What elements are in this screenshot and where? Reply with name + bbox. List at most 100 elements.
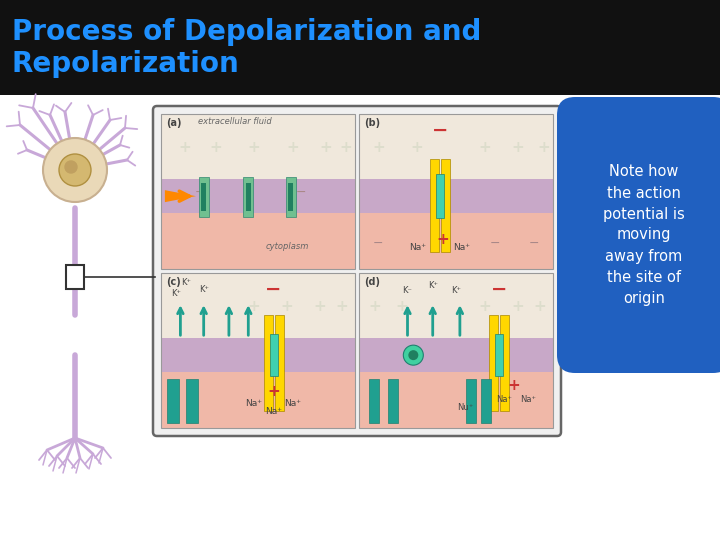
- Text: Na⁺: Na⁺: [284, 399, 302, 408]
- Bar: [500, 315, 508, 411]
- Text: +: +: [479, 299, 492, 314]
- Bar: [359, 273, 553, 428]
- Text: Process of Depolarization and: Process of Depolarization and: [12, 18, 482, 46]
- Text: +: +: [368, 299, 381, 314]
- Bar: [359, 273, 553, 338]
- Polygon shape: [165, 190, 196, 202]
- Text: K⁺: K⁺: [199, 285, 209, 294]
- Text: Na⁺: Na⁺: [409, 242, 426, 252]
- Bar: [359, 372, 553, 428]
- Text: (a): (a): [166, 118, 181, 128]
- Text: −: −: [266, 280, 282, 299]
- Bar: [359, 114, 553, 269]
- Text: +: +: [209, 140, 222, 156]
- Bar: [359, 114, 553, 179]
- Text: +: +: [479, 140, 492, 156]
- Text: +: +: [248, 140, 261, 156]
- Bar: [359, 213, 553, 269]
- Bar: [66, 265, 84, 289]
- Bar: [441, 159, 451, 252]
- Bar: [274, 315, 284, 411]
- Circle shape: [408, 350, 418, 360]
- Text: +: +: [537, 140, 549, 156]
- Bar: [201, 183, 206, 211]
- Circle shape: [403, 345, 423, 365]
- Text: +: +: [287, 140, 300, 156]
- Bar: [161, 273, 355, 428]
- Circle shape: [59, 154, 91, 186]
- Bar: [495, 334, 503, 376]
- Text: Na⁺: Na⁺: [520, 395, 536, 404]
- FancyBboxPatch shape: [557, 97, 720, 373]
- Text: cytoplasm: cytoplasm: [266, 242, 309, 251]
- Bar: [161, 114, 355, 269]
- Text: +: +: [436, 232, 449, 246]
- Text: +: +: [320, 140, 332, 156]
- Bar: [431, 159, 439, 252]
- Bar: [489, 315, 498, 411]
- Circle shape: [43, 138, 107, 202]
- Bar: [269, 334, 277, 376]
- Text: −: −: [490, 238, 500, 251]
- Text: Na⁺: Na⁺: [454, 242, 470, 252]
- Bar: [359, 179, 553, 213]
- Circle shape: [65, 161, 77, 173]
- Bar: [289, 183, 294, 211]
- Bar: [186, 379, 198, 423]
- Text: K⁺: K⁺: [181, 279, 192, 287]
- Text: −: −: [373, 238, 384, 251]
- Bar: [161, 372, 355, 428]
- Text: K⁺: K⁺: [428, 281, 438, 291]
- Bar: [199, 177, 209, 217]
- Text: +: +: [395, 299, 408, 314]
- Text: (b): (b): [364, 118, 380, 128]
- Bar: [0, 95, 720, 540]
- Bar: [161, 114, 355, 179]
- Text: Note how
the action
potential is
moving
away from
the site of
origin: Note how the action potential is moving …: [603, 165, 685, 306]
- Text: extracellular fluid: extracellular fluid: [198, 117, 271, 126]
- Text: +: +: [314, 299, 326, 314]
- Text: +: +: [512, 299, 524, 314]
- Text: +: +: [248, 299, 261, 314]
- Bar: [161, 179, 355, 213]
- Bar: [286, 177, 296, 217]
- Bar: [243, 177, 253, 217]
- Text: (d): (d): [364, 277, 380, 287]
- Text: Na⁺: Na⁺: [265, 407, 282, 416]
- Bar: [167, 379, 179, 423]
- Bar: [359, 338, 553, 372]
- Text: −: −: [295, 186, 306, 199]
- Bar: [161, 213, 355, 269]
- Text: +: +: [411, 140, 423, 156]
- Text: −: −: [194, 186, 205, 199]
- Text: −: −: [243, 186, 253, 199]
- Text: +: +: [178, 140, 191, 156]
- Text: +: +: [508, 378, 521, 393]
- Text: −: −: [432, 121, 449, 140]
- Bar: [369, 379, 379, 423]
- Text: (c): (c): [166, 277, 181, 287]
- Text: Na⁺: Na⁺: [497, 395, 513, 404]
- Text: K⁺: K⁺: [171, 289, 181, 298]
- Text: Na⁺: Na⁺: [246, 399, 263, 408]
- Bar: [481, 379, 491, 423]
- Text: +: +: [372, 140, 384, 156]
- Text: +: +: [512, 140, 524, 156]
- Text: −: −: [490, 280, 507, 299]
- Text: −: −: [528, 238, 539, 251]
- Bar: [466, 379, 476, 423]
- Bar: [161, 338, 355, 372]
- Text: K⁺: K⁺: [451, 286, 461, 295]
- Text: +: +: [533, 299, 546, 314]
- FancyBboxPatch shape: [153, 106, 561, 436]
- Text: K⁻: K⁻: [402, 286, 413, 295]
- Bar: [436, 174, 444, 218]
- Bar: [264, 315, 272, 411]
- Text: +: +: [335, 299, 348, 314]
- Bar: [246, 183, 251, 211]
- Text: Nu⁺: Nu⁺: [458, 403, 474, 412]
- Text: +: +: [267, 384, 280, 399]
- Bar: [0, 0, 720, 95]
- Text: +: +: [281, 299, 294, 314]
- Text: +: +: [339, 140, 351, 156]
